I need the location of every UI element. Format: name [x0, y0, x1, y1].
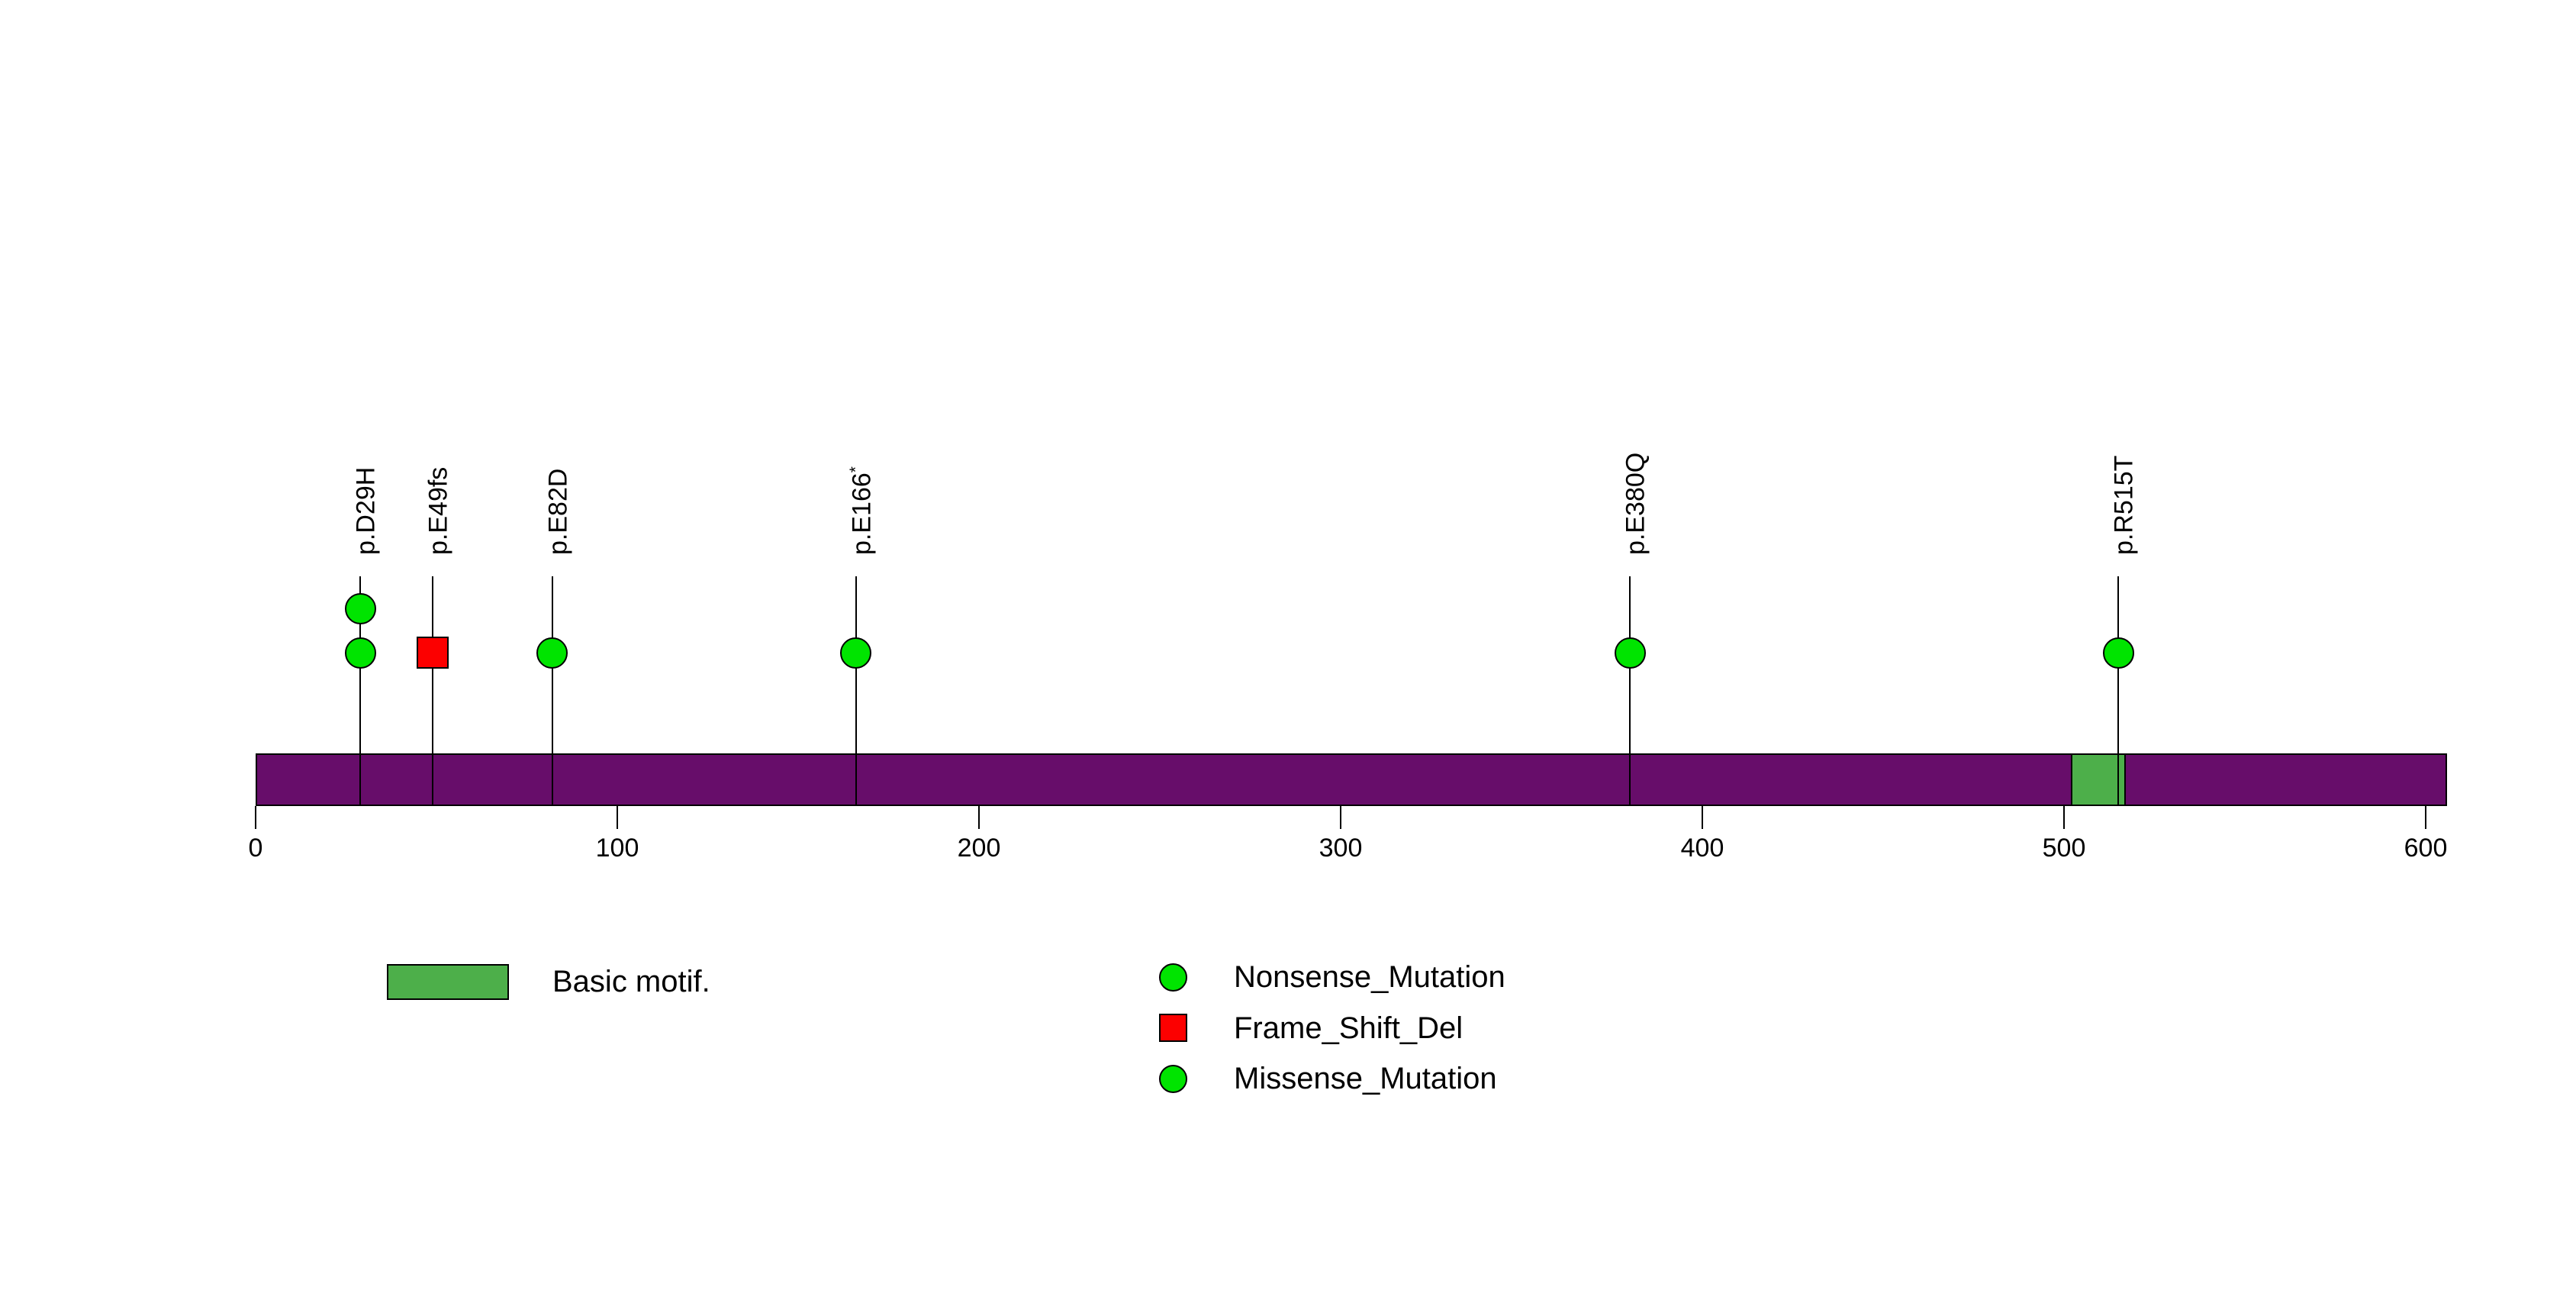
domain-basic-motif [2071, 753, 2126, 806]
axis-tick-label: 300 [1319, 834, 1363, 863]
axis-tick [617, 806, 618, 829]
legend-label-nonsense_mutation: Nonsense_Mutation [1234, 960, 1505, 994]
legend-swatch-missense_mutation [1159, 1065, 1187, 1093]
mutation-marker-circle [345, 637, 376, 669]
legend-label-frame_shift_del: Frame_Shift_Del [1234, 1011, 1463, 1045]
axis-tick-label: 200 [957, 834, 1001, 863]
legend-swatch-basic-motif [387, 964, 509, 1000]
mutation-stem [1629, 576, 1631, 806]
mutation-label-text: p.E380Q [1621, 452, 1650, 555]
axis-tick [255, 806, 256, 829]
axis-tick-label: 500 [2042, 834, 2086, 863]
axis-tick-label: 600 [2404, 834, 2448, 863]
mutation-label-text: p.E49fs [423, 466, 453, 555]
mutation-stem [2117, 576, 2119, 806]
mutation-marker-square [417, 637, 449, 669]
axis-tick [2063, 806, 2065, 829]
mutation-label-text: p.R515T [2109, 455, 2139, 555]
axis-tick-label: 0 [248, 834, 263, 863]
mutation-label: p.E49fs [420, 467, 452, 555]
axis-tick [1702, 806, 1703, 829]
axis-tick [2425, 806, 2426, 829]
mutation-marker-circle [840, 637, 871, 669]
mutation-label-text: p.E166 [847, 472, 877, 555]
legend-label-basic-motif: Basic motif. [552, 965, 710, 998]
legend-swatch-frame_shift_del [1159, 1014, 1187, 1042]
mutation-label: p.E380Q [1617, 453, 1650, 555]
mutation-label: p.E166* [843, 466, 876, 555]
mutation-marker-circle [1615, 637, 1646, 669]
axis-tick-label: 400 [1680, 834, 1724, 863]
mutation-label-text: p.D29H [351, 466, 381, 555]
axis-tick [1340, 806, 1341, 829]
mutation-label-superscript: * [847, 466, 865, 473]
mutation-label-text: p.E82D [543, 468, 573, 555]
mutation-stem [359, 576, 361, 806]
legend-label-missense_mutation: Missense_Mutation [1234, 1062, 1497, 1095]
legend-swatch-nonsense_mutation [1159, 963, 1187, 992]
axis-tick-label: 100 [595, 834, 639, 863]
mutation-marker-circle [536, 637, 568, 669]
mutation-stem [432, 576, 433, 806]
mutation-label: p.R515T [2105, 456, 2138, 555]
mutation-marker-circle [345, 593, 376, 624]
mutation-stem [855, 576, 857, 806]
mutation-label: p.E82D [539, 469, 572, 555]
mutation-label: p.D29H [347, 467, 380, 555]
mutation-stem [552, 576, 553, 806]
axis-tick [978, 806, 980, 829]
mutation-marker-circle [2103, 637, 2134, 669]
